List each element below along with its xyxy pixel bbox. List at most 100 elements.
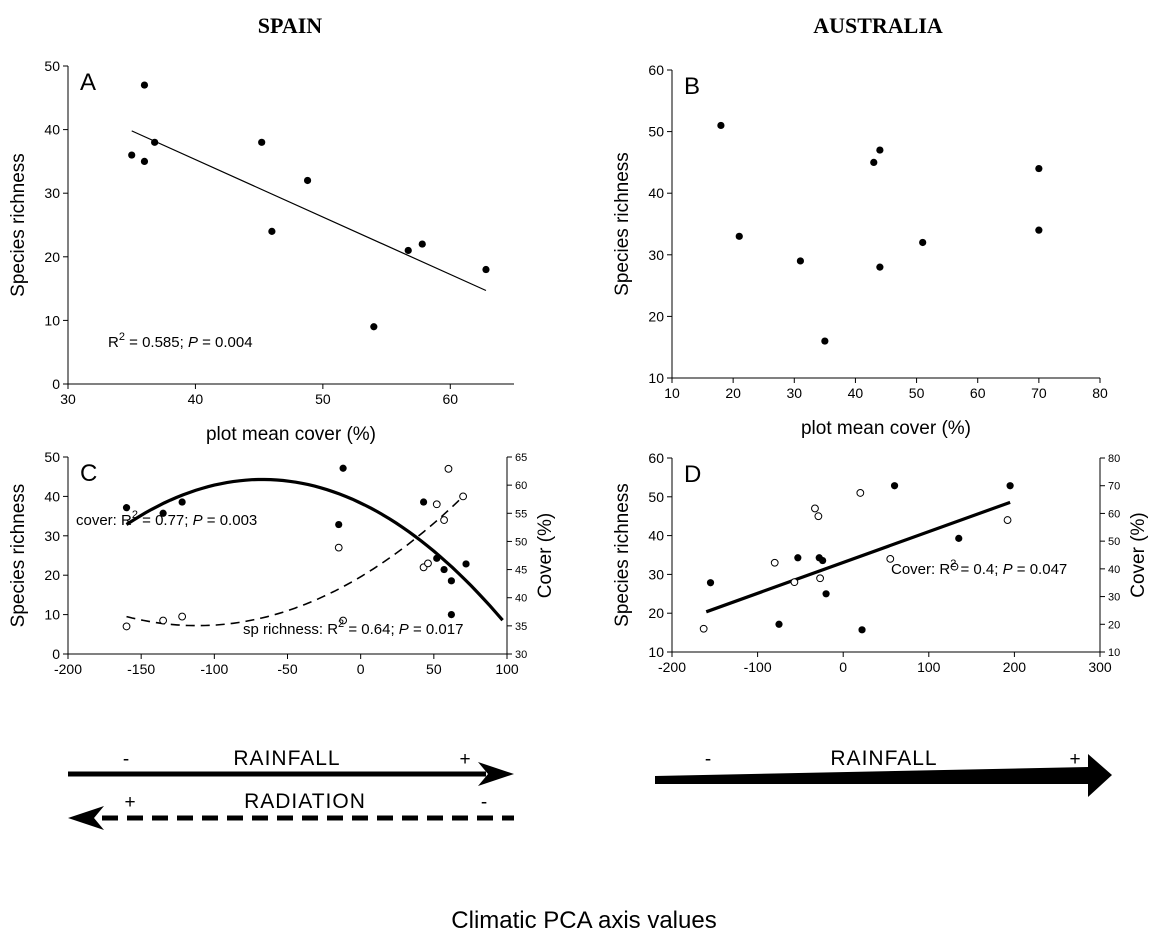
cover-point-d [1006, 482, 1014, 490]
richness-point-c [334, 543, 343, 552]
data-point-a [404, 246, 412, 255]
y-tick-label-a: 50 [44, 58, 60, 74]
y2-tick-label-d: 80 [1108, 453, 1120, 465]
x-tick-label-b: 70 [1031, 385, 1047, 401]
richness-point-c [339, 616, 348, 625]
data-point-b [821, 337, 829, 345]
rainfall-minus-d: - [705, 749, 711, 770]
x-axis-label-b: plot mean cover (%) [801, 418, 971, 439]
x-tick-label-b: 60 [970, 385, 986, 401]
richness-point-c [459, 492, 468, 501]
australia-header: AUSTRALIA [813, 13, 943, 38]
data-point-a [268, 227, 276, 235]
rainfall-label-c: RAINFALL [233, 747, 340, 770]
spain-header: SPAIN [258, 13, 322, 38]
x-tick-label-a: 50 [315, 391, 331, 407]
data-point-b [919, 238, 927, 247]
y2-tick-label-c: 50 [515, 536, 527, 548]
cover-point-c [419, 498, 428, 506]
x-tick-label-c: -150 [127, 661, 155, 677]
richness-point-c [159, 616, 168, 625]
richness-point-d [699, 624, 708, 633]
radiation-plus-c: + [124, 792, 135, 813]
x-tick-label-a: 60 [442, 391, 458, 407]
cover-point-c [159, 509, 167, 517]
y-tick-label-d: 60 [648, 450, 664, 466]
stats-annotation-c-richness: sp richness: R2 = 0.64; P = 0.017 [243, 618, 463, 638]
cover-point-c [122, 504, 131, 512]
y-tick-label-c: 0 [52, 646, 60, 662]
rainfall-plus-c: + [459, 749, 470, 770]
richness-point-c [444, 464, 453, 473]
richness-point-d [770, 558, 779, 567]
radiation-arrow-c [68, 806, 514, 830]
footer-caption: Climatic PCA axis values [451, 907, 716, 934]
data-point-a [418, 240, 426, 248]
data-point-a [482, 265, 490, 274]
richness-point-d [886, 554, 895, 563]
y-tick-label-a: 0 [52, 376, 60, 392]
cover-point-c [178, 498, 186, 506]
y-tick-label-d: 50 [648, 489, 664, 505]
cover-point-c [433, 554, 441, 562]
cover-point-c [447, 577, 455, 585]
rainfall-arrow-c [68, 762, 514, 786]
y2-tick-label-d: 10 [1108, 647, 1120, 659]
y-tick-label-a: 40 [44, 122, 60, 138]
x-tick-label-c: 100 [495, 661, 519, 677]
x-tick-label-c: 50 [426, 661, 442, 677]
cover-fit-line-d [705, 500, 1011, 614]
x-tick-label-d: -200 [658, 659, 686, 675]
y2-tick-label-c: 40 [515, 593, 527, 605]
x-tick-label-c: -50 [277, 661, 297, 677]
y-tick-label-b: 10 [648, 370, 664, 386]
rainfall-plus-d: + [1069, 749, 1080, 770]
panel-d: -200 -100 0 100 200 3001020304050601020304050… [612, 450, 1149, 675]
data-point-b [796, 257, 805, 265]
y-tick-label-a: 10 [44, 312, 60, 328]
y-tick-label-d: 40 [648, 528, 664, 544]
x-tick-label-d: 200 [1003, 659, 1027, 675]
data-point-b [1035, 164, 1043, 173]
data-point-a [140, 157, 149, 165]
data-point-a [370, 323, 378, 331]
data-point-b [717, 121, 725, 130]
data-point-b [876, 146, 884, 154]
x-tick-label-d: 300 [1088, 659, 1112, 675]
data-point-a [303, 176, 312, 185]
rainfall-arrow-d [655, 754, 1112, 797]
y-tick-label-d: 20 [648, 605, 664, 621]
x-tick-label-c: 0 [357, 661, 365, 677]
cover-point-c [447, 611, 455, 619]
richness-point-d [816, 574, 824, 583]
panel-letter-a: A [80, 69, 96, 96]
y-tick-label-c: 50 [44, 449, 60, 465]
panel-c: -200 -150 -100 -50 0 50 100 0 10 20 30 40 50 30 35 40 45… [8, 449, 556, 677]
richness-point-d [1003, 516, 1012, 524]
x-tick-label-d: -100 [744, 659, 772, 675]
richness-point-c [440, 516, 448, 524]
y-tick-label-b: 60 [648, 62, 664, 78]
y-tick-label-c: 10 [44, 607, 60, 623]
richness-point-d [811, 504, 819, 513]
richness-point-c [178, 612, 187, 621]
panel-letter-d: D [684, 461, 701, 488]
cover-point-d [794, 554, 802, 562]
y2-tick-label-c: 65 [515, 452, 527, 464]
data-point-b [876, 263, 884, 271]
panel-a: 30 40 50 60 0 10 20 30 40 50 Species richness plot … [8, 58, 514, 445]
richness-point-c [424, 559, 432, 568]
data-point-a [258, 138, 266, 146]
y-tick-label-b: 40 [648, 185, 664, 201]
radiation-label-c: RADIATION [244, 790, 366, 813]
x-axis-label-a: plot mean cover (%) [206, 424, 376, 445]
x-tick-label-a: 40 [188, 391, 204, 407]
y2-tick-label-d: 50 [1108, 536, 1120, 548]
y-axis-label-a: Species richness [8, 153, 29, 297]
cover-point-c [339, 464, 347, 472]
cover-point-c [335, 520, 343, 529]
y-tick-label-d: 10 [648, 644, 664, 660]
richness-point-c [432, 500, 441, 509]
x-tick-label-b: 50 [909, 385, 925, 401]
